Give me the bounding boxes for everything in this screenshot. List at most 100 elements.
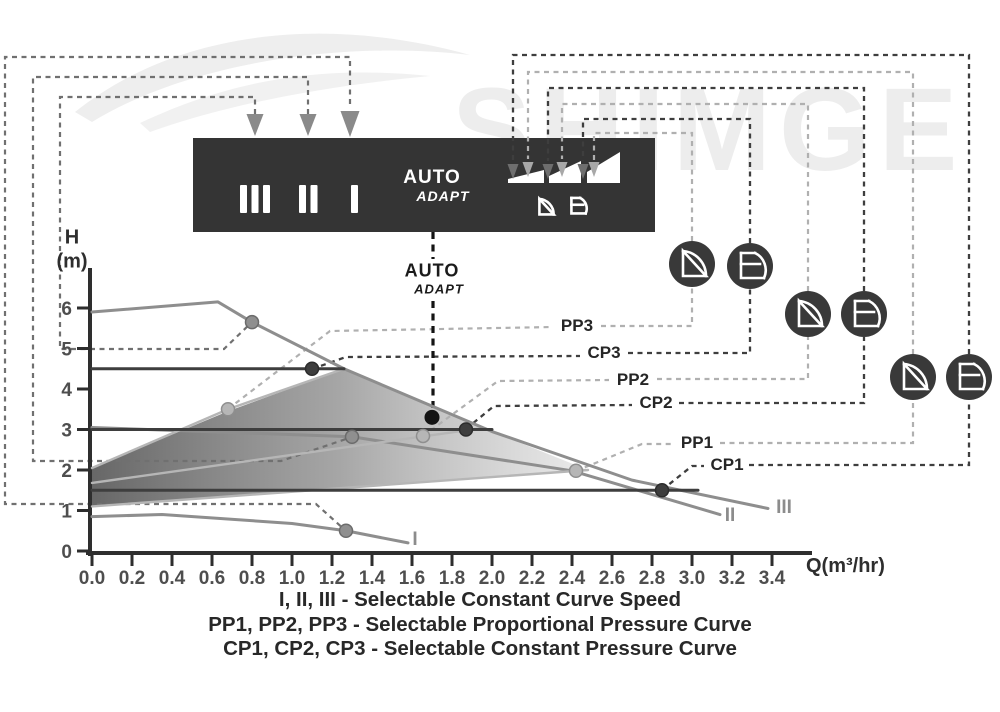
y-tick-label: 2 bbox=[61, 461, 72, 482]
curve-pp2 bbox=[90, 427, 480, 485]
marker-autoadapt bbox=[424, 409, 440, 425]
connector-cp1-left bbox=[661, 464, 704, 491]
arrow-speed-i bbox=[340, 111, 360, 137]
connector-pp1-left bbox=[575, 442, 674, 473]
y-tick-label: 5 bbox=[61, 340, 72, 361]
connector-pp3-top bbox=[592, 131, 694, 241]
annotation-auto-label: AUTO bbox=[404, 260, 460, 281]
marker-iii bbox=[244, 314, 260, 330]
x-tick-label: 3.4 bbox=[759, 568, 786, 589]
legend-line-proportional: PP1, PP2, PP3 - Selectable Proportional … bbox=[208, 612, 752, 636]
annotation-adapt-label: ADAPT bbox=[414, 281, 464, 297]
x-tick-label: 1.2 bbox=[319, 568, 345, 589]
cp3-icon bbox=[727, 243, 773, 289]
x-tick-label: 1.4 bbox=[359, 568, 386, 589]
arrow-pp1 bbox=[522, 162, 534, 177]
connector-cp1-right bbox=[749, 400, 971, 467]
connector-cp3-right bbox=[628, 289, 752, 355]
x-tick-label: 0.0 bbox=[79, 568, 105, 589]
arrow-speed-iii bbox=[246, 114, 264, 136]
marker-ii bbox=[344, 429, 360, 445]
arrow-pp3 bbox=[588, 162, 600, 177]
label-pp3: PP3 bbox=[560, 316, 594, 335]
y-tick-label: 3 bbox=[61, 421, 72, 442]
marker-i bbox=[338, 523, 354, 538]
panel-auto-label: AUTO bbox=[403, 167, 461, 188]
y-tick-label: 1 bbox=[61, 502, 72, 523]
marker-pp2 bbox=[415, 428, 431, 444]
x-tick-label: 3.0 bbox=[679, 568, 705, 589]
connector-speed-ii bbox=[31, 75, 353, 463]
curve-label-ii: II bbox=[724, 505, 736, 526]
ramp-setting-1 bbox=[508, 170, 544, 183]
cp1-icon bbox=[946, 354, 992, 400]
x-tick-label: 1.6 bbox=[399, 568, 425, 589]
label-pp1: PP1 bbox=[680, 433, 714, 452]
arrow-speed-ii bbox=[299, 114, 317, 136]
x-tick-label: 0.4 bbox=[159, 568, 186, 589]
x-tick-label: 2.2 bbox=[519, 568, 545, 589]
x-tick-label: 0.8 bbox=[239, 568, 265, 589]
pp1-icon bbox=[890, 354, 936, 400]
y-axis-unit: (m) bbox=[56, 250, 88, 273]
x-axis-title: Q(m³/hr) bbox=[806, 555, 885, 577]
proportional-pressure-icon bbox=[538, 195, 557, 216]
legend: I, II, III - Selectable Constant Curve S… bbox=[0, 588, 960, 662]
connector-speed-i bbox=[3, 55, 352, 532]
ramp-setting-3 bbox=[587, 152, 620, 183]
connector-cp3-top bbox=[581, 117, 752, 243]
x-tick-label: 2.6 bbox=[599, 568, 625, 589]
connector-cp2-left bbox=[465, 403, 633, 430]
label-cp2: CP2 bbox=[639, 393, 673, 412]
y-tick-label: 0 bbox=[61, 542, 72, 563]
pp3-icon bbox=[669, 241, 715, 287]
y-tick-label: 6 bbox=[61, 299, 72, 320]
legend-line-speed: I, II, III - Selectable Constant Curve S… bbox=[278, 588, 682, 611]
label-pp2: PP2 bbox=[616, 370, 650, 389]
marker-cp1 bbox=[654, 483, 670, 498]
marker-cp3 bbox=[304, 361, 320, 376]
curve-label-iii: III bbox=[776, 497, 792, 518]
x-tick-label: 2.0 bbox=[479, 568, 505, 589]
y-axis-name: H bbox=[64, 226, 80, 249]
label-cp1: CP1 bbox=[710, 455, 744, 474]
x-tick-label: 1.0 bbox=[279, 568, 305, 589]
curve-label-i: I bbox=[412, 529, 418, 550]
marker-pp3 bbox=[220, 402, 236, 417]
connector-cp1-top bbox=[511, 53, 971, 354]
connector-cp2-top bbox=[546, 86, 866, 291]
arrow-pp2 bbox=[556, 162, 568, 177]
connector-pp2-left bbox=[422, 378, 610, 437]
pump-control-panel bbox=[193, 138, 655, 232]
constant-pressure-icon bbox=[570, 196, 589, 216]
connector-pp3-left bbox=[227, 325, 554, 410]
ramp-setting-2 bbox=[549, 161, 581, 183]
panel-speed-iii bbox=[240, 185, 270, 213]
marker-cp2 bbox=[458, 422, 474, 437]
cp2-icon bbox=[841, 291, 887, 337]
curve-i bbox=[90, 513, 410, 545]
legend-line-constant: CP1, CP2, CP3 - Selectable Constant Pres… bbox=[223, 637, 737, 660]
pp2-icon bbox=[785, 291, 831, 337]
panel-adapt-label: ADAPT bbox=[416, 188, 470, 204]
panel-speed-ii bbox=[299, 185, 318, 213]
x-tick-label: 0.2 bbox=[119, 568, 145, 589]
x-tick-label: 2.4 bbox=[559, 568, 586, 589]
x-tick-label: 1.8 bbox=[439, 568, 465, 589]
x-tick-label: 3.2 bbox=[719, 568, 745, 589]
marker-pp1 bbox=[568, 463, 584, 479]
x-tick-label: 0.6 bbox=[199, 568, 225, 589]
arrow-cp1 bbox=[507, 164, 519, 179]
connector-pp2-right bbox=[657, 337, 810, 381]
connector-pp2-top bbox=[560, 102, 810, 291]
panel-speed-i bbox=[351, 185, 358, 213]
watermark-swoosh-inner bbox=[140, 72, 430, 132]
label-cp3: CP3 bbox=[587, 343, 621, 362]
x-tick-label: 2.8 bbox=[639, 568, 665, 589]
arrow-cp3 bbox=[577, 164, 589, 179]
curve-ii bbox=[90, 425, 722, 517]
connector-speed-iii bbox=[58, 95, 257, 351]
y-tick-label: 4 bbox=[61, 380, 72, 401]
